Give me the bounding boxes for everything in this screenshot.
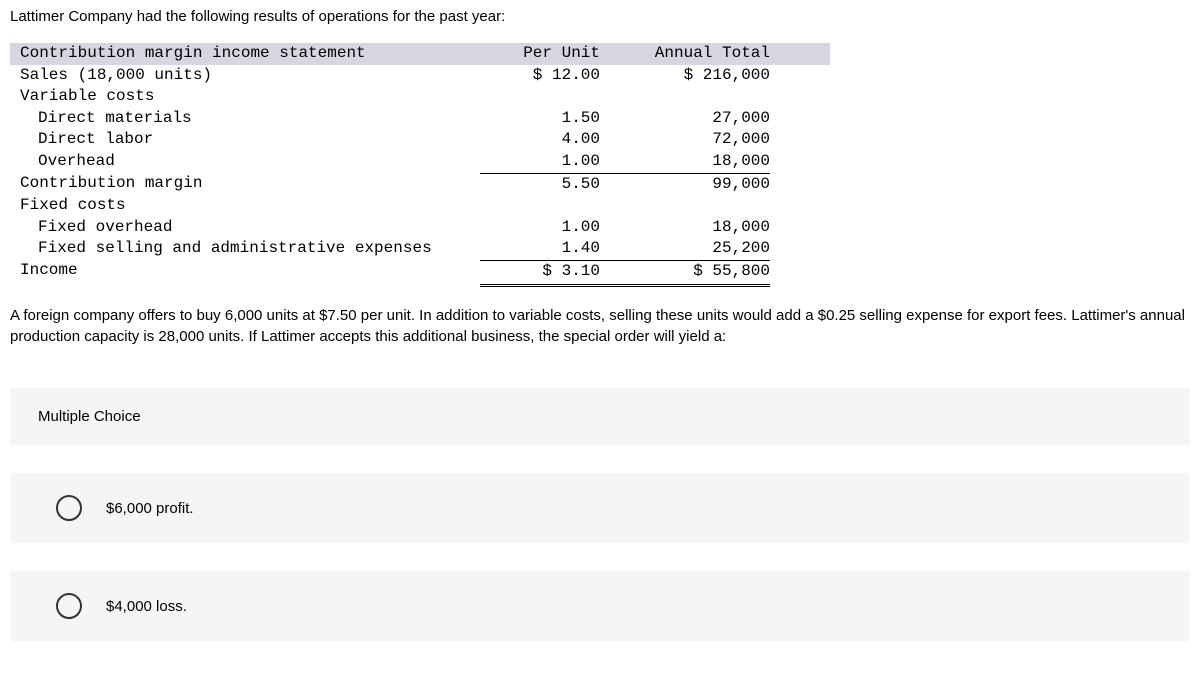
row-per-unit: 5.50 [480,173,600,196]
header-label: Contribution margin income statement [10,43,480,65]
header-annual-total: Annual Total [600,43,770,65]
row-label: Direct materials [10,108,480,130]
row-per-unit: 4.00 [480,129,600,151]
intro-text: Lattimer Company had the following resul… [10,8,1190,25]
row-label: Fixed overhead [10,217,480,239]
row-annual-total: 18,000 [600,151,770,173]
row-per-unit: 1.50 [480,108,600,130]
statement-row: Direct materials1.5027,000 [10,108,830,130]
statement-header-row: Contribution margin income statement Per… [10,43,830,65]
header-per-unit: Per Unit [480,43,600,65]
row-per-unit: 1.00 [480,151,600,173]
row-per-unit [480,86,600,108]
row-annual-total: $ 55,800 [600,260,770,287]
row-annual-total: 27,000 [600,108,770,130]
row-annual-total [600,86,770,108]
question-paragraph: A foreign company offers to buy 6,000 un… [10,305,1190,349]
row-annual-total [600,195,770,217]
statement-row: Fixed selling and administrative expense… [10,238,830,260]
statement-row: Variable costs [10,86,830,108]
row-label: Contribution margin [10,173,480,196]
statement-row: Overhead1.0018,000 [10,151,830,173]
row-label: Overhead [10,151,480,173]
row-annual-total: 99,000 [600,173,770,196]
row-label: Income [10,260,480,287]
choice-label: $6,000 profit. [106,500,194,517]
row-per-unit: $ 3.10 [480,260,600,287]
statement-row: Income$ 3.10$ 55,800 [10,260,830,287]
row-per-unit [480,195,600,217]
statement-row: Fixed overhead1.0018,000 [10,217,830,239]
statement-row: Sales (18,000 units)$ 12.00$ 216,000 [10,65,830,87]
row-label: Direct labor [10,129,480,151]
row-annual-total: 25,200 [600,238,770,260]
row-per-unit: 1.00 [480,217,600,239]
choice-label: $4,000 loss. [106,598,187,615]
radio-icon[interactable] [56,495,82,521]
row-annual-total: 18,000 [600,217,770,239]
row-annual-total: $ 216,000 [600,65,770,87]
row-label: Sales (18,000 units) [10,65,480,87]
radio-icon[interactable] [56,593,82,619]
row-label: Fixed selling and administrative expense… [10,238,480,260]
statement-row: Fixed costs [10,195,830,217]
statement-row: Contribution margin5.5099,000 [10,173,830,196]
answer-choice[interactable]: $6,000 profit. [10,473,1190,543]
answer-choice[interactable]: $4,000 loss. [10,571,1190,641]
income-statement: Contribution margin income statement Per… [10,43,830,287]
row-annual-total: 72,000 [600,129,770,151]
multiple-choice-label: Multiple Choice [10,388,1190,445]
row-per-unit: 1.40 [480,238,600,260]
row-label: Variable costs [10,86,480,108]
statement-row: Direct labor4.0072,000 [10,129,830,151]
row-per-unit: $ 12.00 [480,65,600,87]
row-label: Fixed costs [10,195,480,217]
